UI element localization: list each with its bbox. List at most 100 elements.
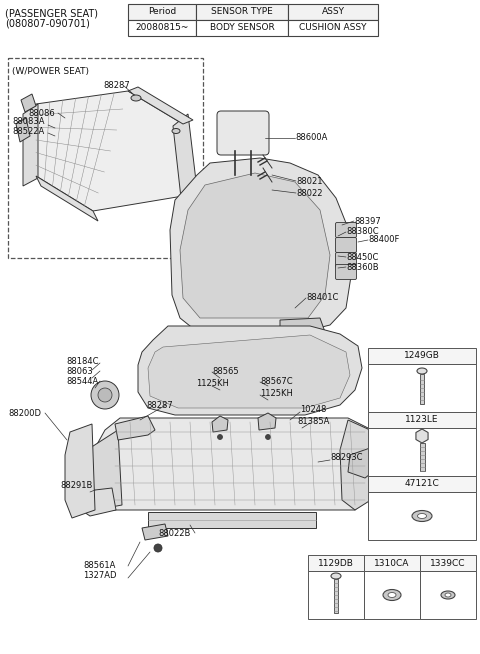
Ellipse shape <box>172 128 180 133</box>
Polygon shape <box>36 91 183 211</box>
Bar <box>368 364 476 412</box>
Text: 88397: 88397 <box>354 216 381 226</box>
Polygon shape <box>90 418 375 510</box>
Polygon shape <box>65 424 95 518</box>
Polygon shape <box>78 488 116 516</box>
Text: 88522A: 88522A <box>12 126 44 135</box>
Polygon shape <box>148 335 350 408</box>
Text: 88565: 88565 <box>212 368 239 377</box>
Polygon shape <box>348 448 378 478</box>
Text: 88450C: 88450C <box>346 252 378 262</box>
Polygon shape <box>82 430 122 510</box>
FancyBboxPatch shape <box>336 252 357 267</box>
Ellipse shape <box>412 511 432 521</box>
Bar <box>128 20 196 36</box>
Ellipse shape <box>445 593 451 597</box>
Ellipse shape <box>383 589 401 600</box>
Bar <box>334 579 338 613</box>
Text: 88600A: 88600A <box>295 133 327 143</box>
Polygon shape <box>128 87 193 124</box>
Bar <box>148 512 316 528</box>
Bar <box>420 555 476 571</box>
Ellipse shape <box>154 544 162 552</box>
Bar <box>364 555 420 571</box>
Bar <box>368 428 476 476</box>
Ellipse shape <box>418 513 427 519</box>
Text: 88022: 88022 <box>296 188 323 198</box>
Ellipse shape <box>388 593 396 598</box>
Text: 1125KH: 1125KH <box>196 379 229 388</box>
Polygon shape <box>173 114 196 198</box>
Text: 88021: 88021 <box>296 177 323 186</box>
Polygon shape <box>138 326 362 415</box>
Text: 1249GB: 1249GB <box>404 351 440 360</box>
Text: 88400F: 88400F <box>368 235 399 245</box>
Text: 88293C: 88293C <box>330 453 362 462</box>
Text: 88083A: 88083A <box>12 118 45 126</box>
Polygon shape <box>142 524 168 540</box>
Bar <box>420 443 424 471</box>
Bar <box>288 20 378 36</box>
Polygon shape <box>16 118 30 142</box>
Polygon shape <box>340 420 374 510</box>
Text: 88401C: 88401C <box>306 294 338 303</box>
Ellipse shape <box>331 573 341 579</box>
Text: (PASSENGER SEAT): (PASSENGER SEAT) <box>5 8 98 18</box>
Polygon shape <box>258 413 276 430</box>
Text: 1339CC: 1339CC <box>430 559 466 568</box>
Polygon shape <box>212 416 228 432</box>
Polygon shape <box>170 158 352 330</box>
Polygon shape <box>21 94 36 112</box>
Ellipse shape <box>131 95 141 101</box>
Bar <box>368 476 476 492</box>
FancyBboxPatch shape <box>336 222 357 237</box>
Text: 1129DB: 1129DB <box>318 559 354 568</box>
Bar <box>420 571 476 619</box>
Ellipse shape <box>98 388 112 402</box>
Text: 88567C: 88567C <box>260 377 293 387</box>
Text: Period: Period <box>148 7 176 16</box>
Bar <box>368 348 476 364</box>
Text: 1327AD: 1327AD <box>83 572 117 581</box>
Polygon shape <box>36 176 98 221</box>
Text: 88287: 88287 <box>146 400 173 409</box>
Text: 20080815~: 20080815~ <box>135 24 189 33</box>
Bar <box>8 58 203 258</box>
Bar <box>368 492 476 540</box>
Bar <box>288 4 378 20</box>
Text: 88184C: 88184C <box>66 356 98 366</box>
Text: 1310CA: 1310CA <box>374 559 410 568</box>
Bar <box>196 4 288 20</box>
Bar <box>128 4 196 20</box>
Bar <box>308 555 364 571</box>
Text: 88022B: 88022B <box>158 528 191 538</box>
Text: 88380C: 88380C <box>346 228 379 237</box>
Bar <box>308 571 364 619</box>
Text: 88086: 88086 <box>28 109 55 118</box>
Ellipse shape <box>441 591 455 599</box>
Ellipse shape <box>265 434 271 439</box>
Text: 1125KH: 1125KH <box>260 388 293 398</box>
Bar <box>420 374 424 404</box>
Text: BODY SENSOR: BODY SENSOR <box>210 24 275 33</box>
Text: (W/POWER SEAT): (W/POWER SEAT) <box>12 67 89 76</box>
Text: ASSY: ASSY <box>322 7 345 16</box>
Text: 88291B: 88291B <box>60 481 92 490</box>
Polygon shape <box>180 173 330 318</box>
Polygon shape <box>280 318 325 334</box>
Bar <box>196 20 288 36</box>
Text: 47121C: 47121C <box>405 479 439 489</box>
Ellipse shape <box>217 434 223 439</box>
Ellipse shape <box>91 381 119 409</box>
Text: CUSHION ASSY: CUSHION ASSY <box>299 24 367 33</box>
Polygon shape <box>115 416 155 440</box>
Text: 88200D: 88200D <box>8 409 41 417</box>
FancyBboxPatch shape <box>336 237 357 252</box>
Bar <box>364 571 420 619</box>
Text: 1123LE: 1123LE <box>405 415 439 424</box>
Text: 88287: 88287 <box>103 82 130 90</box>
FancyBboxPatch shape <box>217 111 269 155</box>
FancyBboxPatch shape <box>336 264 357 279</box>
Bar <box>368 412 476 428</box>
Text: 88561A: 88561A <box>83 562 115 570</box>
